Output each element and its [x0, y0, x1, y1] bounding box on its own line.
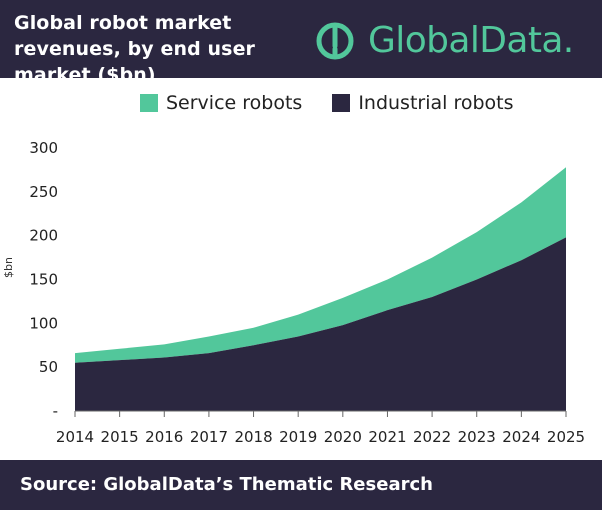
legend-label-service-robots: Service robots	[166, 92, 303, 114]
x-tick-label-2018: 2018	[234, 428, 272, 446]
header-bar: Global robot market revenues, by end use…	[0, 0, 602, 86]
legend-label-industrial-robots: Industrial robots	[358, 92, 514, 114]
chart-title: Global robot market revenues, by end use…	[14, 12, 256, 86]
legend-item-industrial-robots: Industrial robots	[332, 92, 514, 114]
chart-area: Service robots Industrial robots $bn 201…	[0, 78, 602, 460]
source-text: Source: GlobalData’s Thematic Research	[20, 474, 433, 495]
y-tick-label-300: 300	[29, 139, 58, 157]
y-tick-label-250: 250	[29, 183, 58, 201]
x-tick-label-2019: 2019	[279, 428, 317, 446]
legend-swatch-service-robots	[140, 94, 158, 112]
x-tick-label-2025: 2025	[547, 428, 585, 446]
legend-swatch-industrial-robots	[332, 94, 351, 112]
plot-group: 2014 2015 2016 2017 2018 2019 2020 2021 2022 2023…	[29, 139, 585, 446]
x-tick-label-2017: 2017	[190, 428, 228, 446]
x-tick-label-2024: 2024	[502, 428, 540, 446]
y-tick-label-zero: -	[53, 402, 58, 420]
x-tick-label-2016: 2016	[145, 428, 183, 446]
legend: Service robots Industrial robots	[140, 92, 514, 114]
x-tick-label-2020: 2020	[324, 428, 362, 446]
legend-item-service-robots: Service robots	[140, 92, 302, 114]
x-tick-label-2014: 2014	[56, 428, 94, 446]
y-tick-label-50: 50	[39, 358, 58, 376]
chart-svg: 2014 2015 2016 2017 2018 2019 2020 2021 2022 2023…	[29, 139, 585, 446]
y-tick-label-200: 200	[29, 227, 58, 245]
brand-lockup: GlobalData.	[312, 16, 574, 66]
industrial-robots-area	[75, 237, 566, 411]
x-tick-label-2023: 2023	[458, 428, 496, 446]
service-robots-area	[75, 167, 566, 363]
y-tick-label-150: 150	[29, 271, 58, 289]
y-tick-label-100: 100	[29, 314, 58, 332]
x-tick-label-2021: 2021	[368, 428, 406, 446]
x-tick-label-2022: 2022	[413, 428, 451, 446]
footer-bar: Source: GlobalData’s Thematic Research	[0, 460, 602, 510]
brand-name: GlobalData.	[368, 20, 574, 61]
x-tick-label-2015: 2015	[101, 428, 139, 446]
globaldata-logo-icon	[316, 22, 354, 60]
